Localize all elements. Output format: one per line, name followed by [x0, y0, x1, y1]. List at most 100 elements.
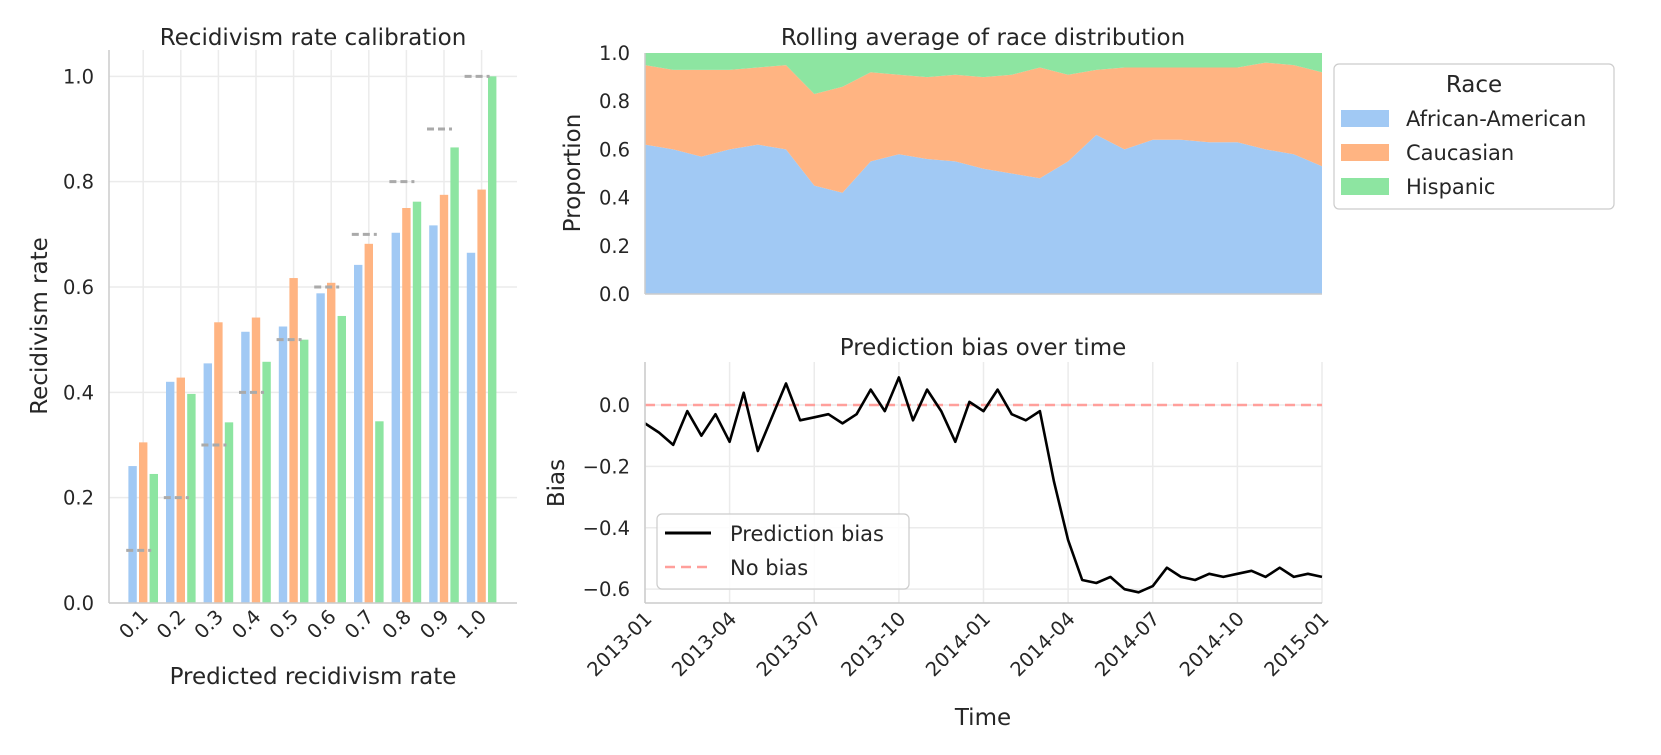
calibration-y-ticks: 0.0 0.2 0.4 0.6 0.8 1.0: [63, 65, 94, 615]
calibration-bar: [316, 293, 325, 603]
calibration-xtick-label: 0.7: [340, 605, 378, 643]
bias-ylabel: Bias: [544, 459, 570, 507]
calibration-bar: [375, 421, 384, 603]
bias-xtick-label: 2014-04: [1006, 607, 1080, 681]
prediction-bias-line: [644, 376, 1323, 594]
bias-legend-frame: [656, 513, 910, 590]
calibration-ytick-label: 1.0: [63, 65, 94, 88]
calibration-bar: [354, 264, 363, 603]
calibration-xtick-label: 0.5: [265, 605, 303, 643]
race-distribution-ytick-label: 0.4: [599, 187, 630, 210]
race-distribution-y-ticks: 0.0 0.2 0.4 0.6 0.8 1.0: [599, 42, 630, 306]
race-distribution-ylabel: Proportion: [560, 114, 586, 233]
bias-xtick-label: 2013-01: [583, 607, 657, 681]
calibration-bar: [251, 317, 261, 603]
calibration-bar: [149, 473, 158, 603]
calibration-ylabel: Recidivism rate: [27, 237, 53, 415]
race-legend-frame: [1333, 63, 1615, 210]
bias-y-ticks: 0.0 −0.2 −0.4 −0.6: [583, 394, 630, 601]
race-distribution-areas: [645, 53, 1322, 294]
calibration-xtick-label: 1.0: [453, 605, 491, 643]
race-distribution-ytick-label: 0.6: [599, 138, 630, 161]
calibration-bar: [128, 466, 137, 603]
calibration-bars: [128, 76, 497, 604]
calibration-bar: [412, 201, 422, 603]
race-distribution-ytick-label: 0.0: [599, 283, 630, 306]
calibration-bar: [187, 393, 196, 603]
race-legend-title: Race: [1446, 72, 1502, 98]
calibration-bar: [278, 326, 288, 603]
bias-ytick-label: −0.2: [583, 455, 630, 478]
calibration-xtick-label: 0.3: [190, 605, 228, 643]
calibration-bar: [166, 381, 175, 603]
bias-xtick-label: 2014-01: [921, 607, 995, 681]
calibration-bar: [429, 225, 438, 603]
calibration-xtick-label: 0.1: [115, 605, 153, 643]
calibration-ytick-label: 0.4: [63, 381, 94, 404]
calibration-title: Recidivism rate calibration: [160, 25, 467, 51]
bias-legend-label-no-bias: No bias: [730, 556, 808, 580]
race-area-caucasian: [645, 62, 1322, 193]
bias-xtick-label: 2014-07: [1090, 607, 1164, 681]
race-distribution-title: Rolling average of race distribution: [781, 25, 1185, 51]
calibration-bar: [466, 252, 476, 603]
calibration-xtick-label: 0.2: [152, 605, 190, 643]
calibration-xlabel: Predicted recidivism rate: [170, 664, 457, 690]
race-distribution-chart: Rolling average of race distribution 0.0…: [560, 25, 1615, 306]
bias-ytick-label: −0.4: [583, 517, 630, 540]
calibration-bar: [439, 194, 449, 604]
bias-title: Prediction bias over time: [840, 335, 1127, 361]
calibration-xtick-label: 0.6: [303, 605, 341, 643]
calibration-bar: [337, 315, 346, 603]
calibration-ytick-label: 0.2: [63, 487, 94, 510]
calibration-bar: [176, 377, 185, 603]
bias-legend: Prediction bias No bias: [656, 513, 910, 590]
calibration-xtick-label: 0.4: [227, 605, 265, 643]
calibration-chart: Recidivism rate calibration 0.0 0.2 0.4 0.6…: [27, 25, 517, 690]
calibration-ytick-label: 0.8: [63, 171, 94, 194]
bias-x-ticks: 2013-01 2013-04 2013-07 2013-10 2014-01 2014-…: [583, 607, 1334, 681]
calibration-bar: [488, 76, 497, 604]
calibration-bar: [391, 232, 400, 603]
race-legend-swatch-african-american: [1341, 110, 1389, 127]
bias-xtick-label: 2013-04: [667, 607, 741, 681]
calibration-bar: [402, 208, 411, 603]
calibration-bar: [450, 147, 459, 603]
race-area-african-american: [645, 134, 1322, 294]
calibration-x-ticks: 0.1 0.2 0.3 0.4 0.5 0.6 0.7 0.8 0.9 1.0: [115, 605, 492, 643]
race-legend-label-african-american: African-American: [1406, 107, 1586, 131]
race-legend-label-caucasian: Caucasian: [1406, 141, 1514, 165]
race-legend-swatch-caucasian: [1341, 144, 1389, 161]
bias-ytick-label: −0.6: [583, 578, 630, 601]
bias-xtick-label: 2013-07: [752, 607, 826, 681]
bias-chart: Prediction bias over time 0.0 −0.2 −0.4 −0.…: [544, 335, 1334, 731]
calibration-xtick-label: 0.8: [378, 605, 416, 643]
calibration-ytick-label: 0.0: [63, 592, 94, 615]
bias-xtick-label: 2014-10: [1175, 607, 1249, 681]
calibration-bar: [364, 243, 373, 603]
bias-xtick-label: 2015-01: [1260, 607, 1334, 681]
calibration-bar: [300, 339, 309, 603]
calibration-bar: [262, 361, 271, 603]
race-area-hispanic: [645, 53, 1322, 94]
calibration-bar: [327, 282, 336, 603]
calibration-ytick-label: 0.6: [63, 276, 94, 299]
race-distribution-ytick-label: 1.0: [599, 42, 630, 65]
calibration-bar: [214, 322, 223, 603]
calibration-ideal-markers: [126, 74, 490, 552]
bias-xtick-label: 2013-10: [837, 607, 911, 681]
calibration-bar: [224, 422, 234, 603]
race-distribution-ytick-label: 0.8: [599, 90, 630, 113]
calibration-bar: [241, 331, 250, 603]
calibration-bar: [289, 278, 298, 603]
calibration-xtick-label: 0.9: [415, 605, 453, 643]
bias-ytick-label: 0.0: [599, 394, 630, 417]
race-legend-swatch-hispanic: [1341, 178, 1389, 195]
calibration-bar: [139, 442, 148, 603]
race-legend-label-hispanic: Hispanic: [1406, 175, 1495, 199]
bias-xlabel: Time: [954, 705, 1011, 731]
calibration-bar: [203, 363, 212, 603]
race-distribution-ytick-label: 0.2: [599, 235, 630, 258]
race-legend: Race African-American Caucasian Hispanic: [1333, 63, 1615, 210]
